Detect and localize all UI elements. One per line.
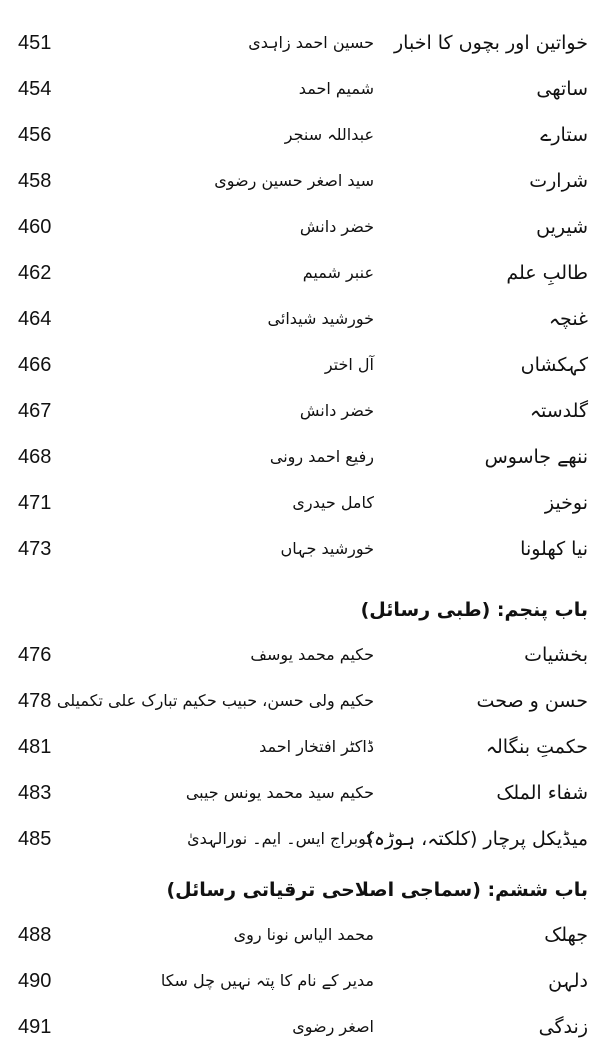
- index-entry: دلہن مدیر کے نام کا پتہ نہیں چل سکا 490: [0, 958, 600, 1004]
- entry-editor: عنبر شمیم: [302, 263, 374, 282]
- section-heading: باب ششم: (سماجی اصلاحی ترقیاتی رسائل): [166, 879, 589, 901]
- entry-editor: عبداللہ سنجر: [284, 125, 374, 144]
- entry-editor: حسین احمد زاہدی: [248, 33, 374, 52]
- entry-editor: خضر دانش: [299, 401, 374, 420]
- index-entry: ننھے جاسوس رفیع احمد رونی 468: [0, 434, 600, 480]
- entry-title: نیا کھلونا: [520, 538, 588, 560]
- entry-page: 478: [18, 690, 52, 712]
- entry-editor: مدیر کے نام کا پتہ نہیں چل سکا: [160, 971, 374, 990]
- entry-editor: حکیم ولی حسن، حبیب حکیم تبارک علی تکمیلی: [56, 691, 374, 710]
- index-entry: جھلک محمد الیاس نونا روی 488: [0, 912, 600, 958]
- index-entry: شفاء الملک حکیم سید محمد یونس جیبی 483: [0, 770, 600, 816]
- entry-title: زندگی: [538, 1016, 588, 1038]
- entry-page: 481: [18, 736, 52, 758]
- entry-title: کہکشاں: [520, 354, 588, 376]
- index-entry: حسن و صحت حکیم ولی حسن، حبیب حکیم تبارک ع…: [0, 678, 600, 724]
- entry-page: 456: [18, 124, 52, 146]
- entry-title: جھلک: [544, 924, 588, 946]
- index-entry: شیریں خضر دانش 460: [0, 204, 600, 250]
- index-list: خواتین اور بچوں کا اخبار حسین احمد زاہدی 4…: [0, 20, 600, 1050]
- entry-page: 462: [18, 262, 52, 284]
- entry-title: بخشیات: [524, 644, 588, 666]
- entry-title: حکمتِ بنگالہ: [485, 736, 588, 758]
- entry-editor: محمد الیاس نونا روی: [233, 925, 374, 944]
- entry-editor: آل اختر: [324, 355, 374, 374]
- entry-page: 451: [18, 32, 52, 54]
- entry-editor: کوبراج ایس۔ ایم۔ نورالہدیٰ: [187, 829, 374, 848]
- entry-editor: خورشید جہاں: [280, 539, 375, 558]
- index-entry: غنچہ خورشید شیدائی 464: [0, 296, 600, 342]
- entry-title: ساتھی: [536, 78, 588, 100]
- entry-page: 490: [18, 970, 52, 992]
- entry-title: ننھے جاسوس: [484, 446, 588, 468]
- entry-editor: سید اصغر حسین رضوی: [214, 171, 374, 190]
- entry-title: غنچہ: [548, 308, 588, 330]
- entry-title: طالبِ علم: [506, 262, 588, 284]
- index-entry: میڈیکل پرچار (کلکتہ، ہوڑہ) کوبراج ایس۔ ای…: [0, 816, 600, 862]
- entry-page: 468: [18, 446, 52, 468]
- index-entry: حکمتِ بنگالہ ڈاکٹر افتخار احمد 481: [0, 724, 600, 770]
- index-entry: شرارت سید اصغر حسین رضوی 458: [0, 158, 600, 204]
- entry-title: میڈیکل پرچار (کلکتہ، ہوڑہ): [366, 828, 588, 850]
- entry-page: 454: [18, 78, 52, 100]
- entry-title: خواتین اور بچوں کا اخبار: [394, 32, 588, 54]
- entry-editor: حکیم سید محمد یونس جیبی: [185, 783, 374, 802]
- entry-title: حسن و صحت: [476, 690, 588, 712]
- entry-page: 464: [18, 308, 52, 330]
- entry-editor: خورشید شیدائی: [267, 309, 374, 328]
- index-entry: زندگی اصغر رضوی 491: [0, 1004, 600, 1050]
- entry-page: 458: [18, 170, 52, 192]
- index-entry: کہکشاں آل اختر 466: [0, 342, 600, 388]
- entry-title: نوخیز: [544, 492, 588, 514]
- entry-page: 488: [18, 924, 52, 946]
- entry-editor: رفیع احمد رونی: [269, 447, 374, 466]
- entry-title: شفاء الملک: [496, 782, 588, 804]
- entry-editor: اصغر رضوی: [292, 1017, 374, 1036]
- entry-editor: ڈاکٹر افتخار احمد: [259, 737, 374, 756]
- entry-page: 473: [18, 538, 52, 560]
- entry-editor: کامل حیدری: [292, 493, 374, 512]
- entry-editor: خضر دانش: [299, 217, 374, 236]
- index-entry: ساتھی شمیم احمد 454: [0, 66, 600, 112]
- entry-title: ستارے: [540, 124, 588, 146]
- entry-page: 485: [18, 828, 52, 850]
- entry-title: دلہن: [548, 970, 588, 992]
- index-entry: بخشیات حکیم محمد یوسف 476: [0, 632, 600, 678]
- section-heading: باب پنجم: (طبی رسائل): [360, 599, 588, 621]
- index-entry: خواتین اور بچوں کا اخبار حسین احمد زاہدی 4…: [0, 20, 600, 66]
- entry-page: 476: [18, 644, 52, 666]
- entry-page: 483: [18, 782, 52, 804]
- index-entry: ستارے عبداللہ سنجر 456: [0, 112, 600, 158]
- entry-page: 471: [18, 492, 52, 514]
- index-entry: نیا کھلونا خورشید جہاں 473: [0, 526, 600, 572]
- entry-page: 491: [18, 1016, 52, 1038]
- index-entry: طالبِ علم عنبر شمیم 462: [0, 250, 600, 296]
- entry-title: شیریں: [536, 216, 588, 238]
- entry-editor: شمیم احمد: [298, 79, 374, 98]
- entry-title: گلدستہ: [529, 400, 588, 422]
- index-entry: گلدستہ خضر دانش 467: [0, 388, 600, 434]
- entry-page: 466: [18, 354, 52, 376]
- entry-editor: حکیم محمد یوسف: [250, 645, 374, 664]
- entry-title: شرارت: [529, 170, 588, 192]
- index-entry: نوخیز کامل حیدری 471: [0, 480, 600, 526]
- entry-page: 467: [18, 400, 52, 422]
- entry-page: 460: [18, 216, 52, 238]
